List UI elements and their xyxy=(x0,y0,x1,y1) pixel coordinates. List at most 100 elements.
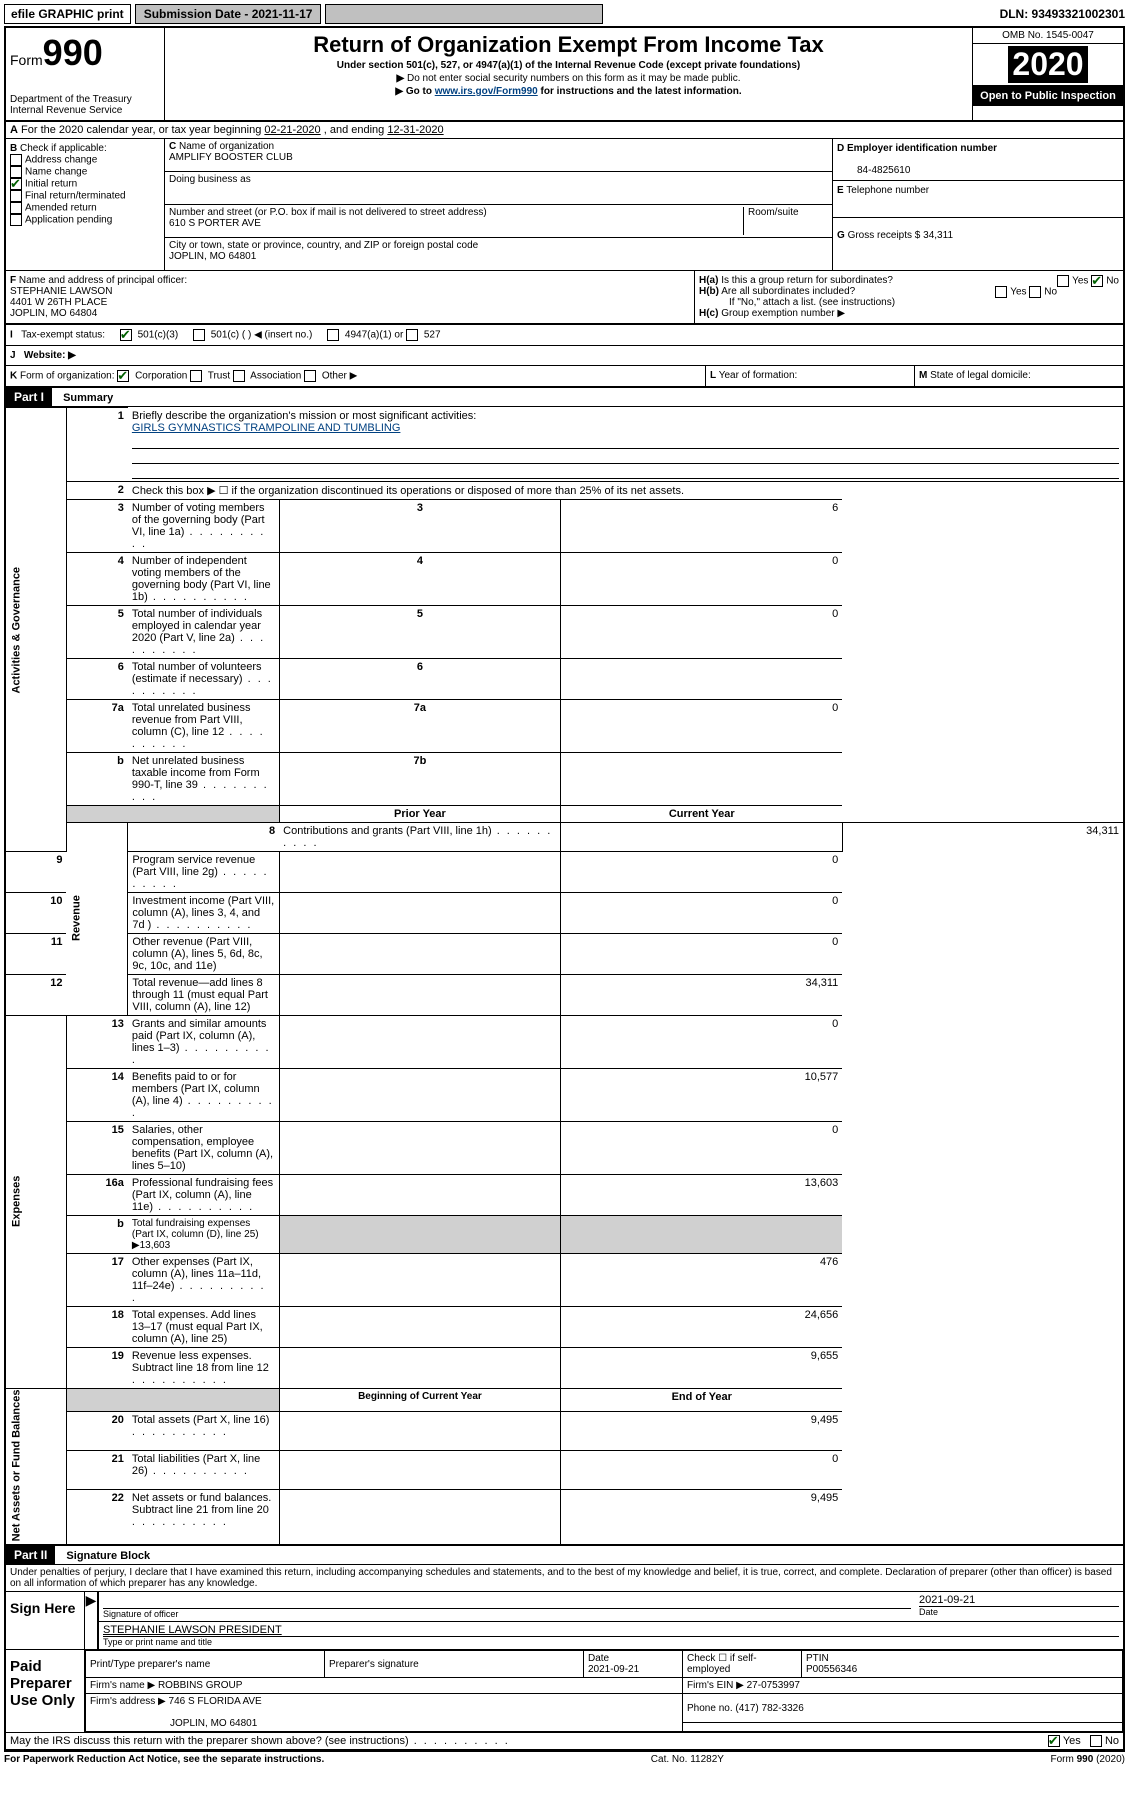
n7b: b xyxy=(66,752,127,805)
hdr-current: Current Year xyxy=(561,805,843,822)
l14: Benefits paid to or for members (Part IX… xyxy=(128,1068,279,1121)
opt-final: Final return/terminated xyxy=(25,191,126,202)
submission-date[interactable]: Submission Date - 2021-11-17 xyxy=(135,4,322,24)
discuss-yes[interactable] xyxy=(1048,1735,1060,1747)
cb-other[interactable] xyxy=(304,370,316,382)
subtitle-1: Under section 501(c), 527, or 4947(a)(1)… xyxy=(169,60,968,71)
prep-name-label: Print/Type preparer's name xyxy=(90,1659,210,1670)
form-prefix: Form xyxy=(10,52,43,68)
l21: Total liabilities (Part X, line 26) xyxy=(128,1450,279,1489)
l3: Number of voting members of the governin… xyxy=(128,499,279,552)
checkbox-address[interactable] xyxy=(10,154,22,166)
type-name-label: Type or print name and title xyxy=(103,1636,1119,1647)
omb-number: OMB No. 1545-0047 xyxy=(973,28,1123,44)
firm-addr-label: Firm's address ▶ xyxy=(90,1696,166,1707)
c17: 476 xyxy=(561,1253,843,1306)
header-right: OMB No. 1545-0047 2020 Open to Public In… xyxy=(972,28,1123,120)
dept-treasury: Department of the Treasury xyxy=(10,94,160,105)
form-title: Return of Organization Exempt From Incom… xyxy=(169,32,968,58)
l7b: Net unrelated business taxable income fr… xyxy=(128,752,279,805)
paid-table: Print/Type preparer's name Preparer's si… xyxy=(85,1650,1123,1732)
n17: 17 xyxy=(66,1253,127,1306)
cb-4947[interactable] xyxy=(327,329,339,341)
summary-table: Activities & Governance 1 Briefly descri… xyxy=(6,407,1123,1544)
l13: Grants and similar amounts paid (Part IX… xyxy=(128,1015,279,1068)
form-ref: Form 990 (2020) xyxy=(1051,1754,1125,1765)
form-container: Form990 Department of the Treasury Inter… xyxy=(4,26,1125,1751)
c8: 34,311 xyxy=(842,822,1123,851)
n10: 10 xyxy=(6,892,66,933)
cb-501c3[interactable] xyxy=(120,329,132,341)
cb-corp[interactable] xyxy=(117,370,129,382)
firm-addr2: JOPLIN, MO 64801 xyxy=(90,1718,257,1729)
hb-yes[interactable] xyxy=(995,286,1007,298)
l19: Revenue less expenses. Subtract line 18 … xyxy=(128,1347,279,1388)
checkbox-amended[interactable] xyxy=(10,202,22,214)
hb-no[interactable] xyxy=(1029,286,1041,298)
cb-assoc[interactable] xyxy=(233,370,245,382)
v5: 0 xyxy=(561,605,843,658)
sign-here-row: Sign Here ▶ Signature of officer 2021-09… xyxy=(6,1592,1123,1650)
part1-title: Summary xyxy=(55,392,113,404)
irs-link[interactable]: www.irs.gov/Form990 xyxy=(435,86,538,97)
opt-amended: Amended return xyxy=(25,203,97,214)
n9: 9 xyxy=(6,851,66,892)
top-toolbar: efile GRAPHIC print Submission Date - 20… xyxy=(4,4,1125,24)
ein-value: 84-4825610 xyxy=(837,165,910,176)
ha-label: Is this a group return for subordinates? xyxy=(721,275,893,286)
cb-501c[interactable] xyxy=(193,329,205,341)
opt-501c3: 501(c)(3) xyxy=(138,330,179,341)
ha-no[interactable] xyxy=(1091,275,1103,287)
discuss-no[interactable] xyxy=(1090,1735,1102,1747)
row-i: I Tax-exempt status: 501(c)(3) 501(c) ( … xyxy=(6,324,1123,346)
yes-label: Yes xyxy=(1010,287,1026,298)
goto-prefix: Go to xyxy=(406,86,435,97)
l6: Total number of volunteers (estimate if … xyxy=(128,658,279,699)
cb-527[interactable] xyxy=(406,329,418,341)
goto-suffix: for instructions and the latest informat… xyxy=(538,86,742,97)
checkbox-final[interactable] xyxy=(10,190,22,202)
opt-other: Other ▶ xyxy=(322,371,357,382)
row-a: A For the 2020 calendar year, or tax yea… xyxy=(6,122,1123,139)
year-formation: Year of formation: xyxy=(719,370,798,381)
n6: 6 xyxy=(66,658,127,699)
n16a: 16a xyxy=(66,1174,127,1215)
part1-header-row: Part I Summary xyxy=(6,388,1123,407)
cb-trust[interactable] xyxy=(190,370,202,382)
dba-label: Doing business as xyxy=(169,174,251,185)
b4: 4 xyxy=(279,552,561,605)
prep-sig-label: Preparer's signature xyxy=(329,1659,419,1670)
c21: 0 xyxy=(561,1450,843,1489)
c19: 9,655 xyxy=(561,1347,843,1388)
form-org-label: Form of organization: xyxy=(20,371,115,382)
col-c: C Name of organization AMPLIFY BOOSTER C… xyxy=(165,139,832,270)
subtitle-2: Do not enter social security numbers on … xyxy=(407,73,740,84)
check-self: Check ☐ if self-employed xyxy=(687,1653,757,1675)
room-label: Room/suite xyxy=(748,207,799,218)
ptin-label: PTIN xyxy=(806,1653,829,1664)
n7a: 7a xyxy=(66,699,127,752)
section-fh: F Name and address of principal officer:… xyxy=(6,271,1123,324)
l22: Net assets or fund balances. Subtract li… xyxy=(128,1489,279,1544)
side-netassets: Net Assets or Fund Balances xyxy=(6,1388,66,1544)
ha-yes[interactable] xyxy=(1057,275,1069,287)
phone-label: Phone no. xyxy=(687,1703,733,1714)
b6: 6 xyxy=(279,658,561,699)
checkbox-pending[interactable] xyxy=(10,214,22,226)
c9: 0 xyxy=(561,851,843,892)
row-k: K Form of organization: Corporation Trus… xyxy=(6,366,1123,388)
tax-year: 2020 xyxy=(1008,46,1087,83)
addr-label: Number and street (or P.O. box if mail i… xyxy=(169,207,487,218)
arrow-icon: ▶ xyxy=(397,73,405,84)
n15: 15 xyxy=(66,1121,127,1174)
sig-date-val: 2021-09-21 xyxy=(919,1594,1119,1606)
paid-preparer-row: Paid Preparer Use Only Print/Type prepar… xyxy=(6,1650,1123,1732)
checkbox-initial[interactable] xyxy=(10,178,22,190)
officer-addr2: JOPLIN, MO 64804 xyxy=(10,308,97,319)
n21: 21 xyxy=(66,1450,127,1489)
header-left: Form990 Department of the Treasury Inter… xyxy=(6,28,165,120)
q2-text: Check this box ▶ ☐ if the organization d… xyxy=(128,481,1123,499)
gross-label: Gross receipts $ xyxy=(848,230,921,241)
sig-officer-label: Signature of officer xyxy=(103,1608,911,1619)
firm-ein: 27-0753997 xyxy=(747,1680,800,1691)
